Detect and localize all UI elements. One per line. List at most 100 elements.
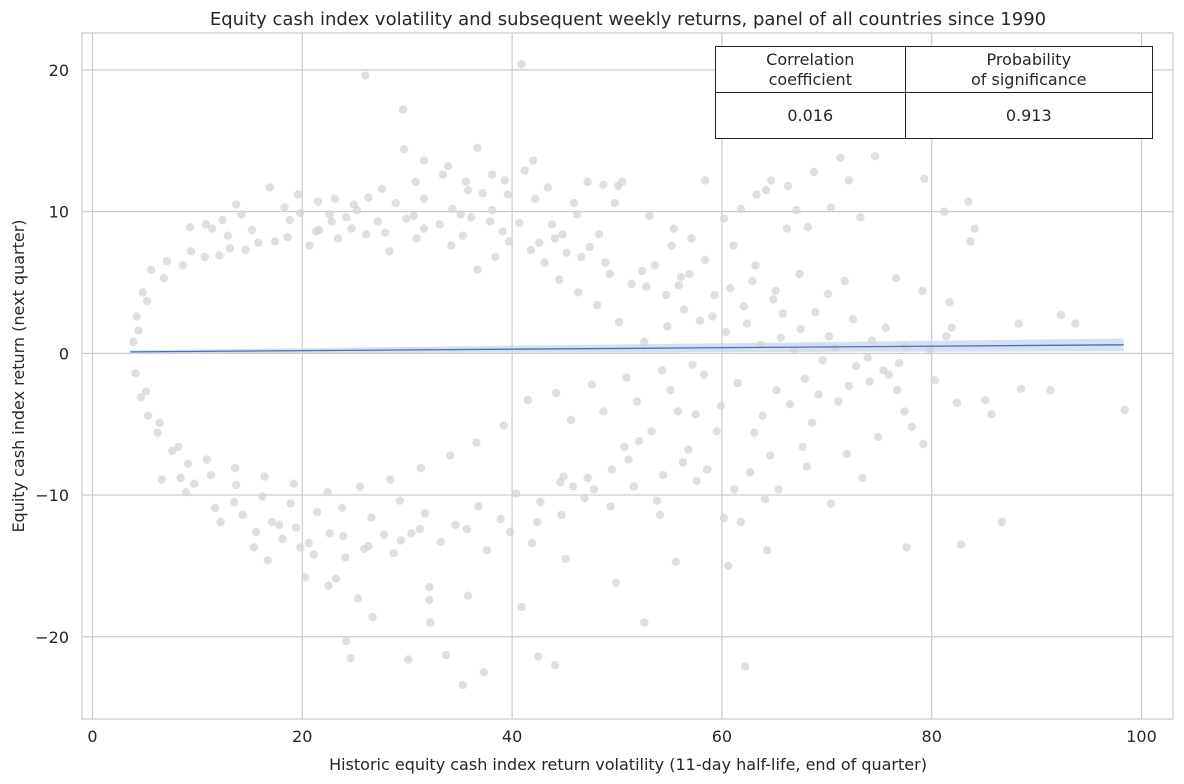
data-point — [353, 594, 363, 603]
data-point — [574, 288, 583, 297]
data-point — [831, 343, 840, 352]
data-point — [330, 194, 339, 203]
data-point — [416, 463, 425, 473]
data-point — [760, 495, 770, 504]
x-tick-label: 80 — [922, 727, 942, 746]
data-point — [232, 200, 241, 209]
data-point — [178, 261, 187, 270]
data-point — [798, 442, 807, 452]
data-point — [425, 595, 434, 605]
data-point — [945, 298, 954, 307]
data-point — [134, 326, 143, 335]
data-point — [552, 388, 561, 398]
data-point — [826, 203, 836, 212]
data-point — [215, 251, 224, 260]
data-point — [201, 220, 210, 229]
data-point — [733, 378, 742, 388]
data-point — [498, 227, 507, 236]
data-point — [472, 438, 481, 447]
data-point — [867, 336, 877, 345]
data-point — [534, 652, 543, 661]
data-point — [473, 143, 482, 152]
grid-lines — [82, 33, 1173, 719]
data-point — [296, 208, 305, 218]
data-point — [730, 485, 739, 494]
data-point — [874, 432, 883, 442]
data-point — [562, 248, 571, 257]
data-point — [627, 279, 636, 289]
data-point — [176, 473, 185, 483]
data-point — [132, 312, 141, 321]
data-point — [347, 224, 356, 233]
data-point — [662, 291, 671, 300]
data-point — [517, 602, 526, 612]
data-point — [291, 523, 301, 532]
data-point — [381, 228, 390, 237]
data-point — [520, 166, 529, 175]
data-point — [761, 186, 771, 195]
data-point — [752, 190, 761, 199]
data-point — [803, 223, 813, 232]
data-point — [624, 455, 633, 464]
data-point — [766, 451, 775, 460]
data-point — [800, 374, 809, 383]
data-point — [740, 662, 750, 671]
data-point — [247, 225, 257, 235]
data-point — [463, 591, 473, 600]
data-point — [947, 323, 956, 332]
data-point — [684, 445, 693, 454]
data-point — [964, 197, 973, 206]
data-point — [632, 397, 642, 406]
data-point — [691, 410, 700, 419]
data-point — [237, 210, 246, 219]
data-point — [474, 502, 483, 511]
data-point — [270, 237, 280, 246]
data-point — [1014, 319, 1023, 328]
data-point — [142, 296, 152, 306]
data-point — [473, 265, 482, 274]
data-point — [426, 618, 435, 627]
data-point — [657, 366, 667, 375]
data-point — [285, 215, 294, 225]
data-point — [836, 153, 845, 162]
data-point — [605, 269, 614, 279]
data-point — [482, 546, 492, 555]
data-point — [739, 302, 749, 311]
y-tick-label: −20 — [35, 628, 69, 647]
y-tick-label: 10 — [49, 203, 69, 222]
data-point — [687, 234, 696, 243]
data-point — [367, 513, 376, 522]
data-point — [533, 517, 542, 527]
data-point — [769, 295, 778, 304]
data-point — [441, 651, 451, 660]
data-point — [448, 204, 457, 213]
data-point — [185, 223, 195, 232]
data-point — [286, 499, 295, 508]
x-tick-labels: 0 20 40 60 80 100 — [87, 727, 1156, 746]
data-point — [700, 176, 710, 185]
data-point — [918, 286, 927, 296]
y-axis-label: Equity cash index return (next quarter) — [9, 219, 28, 532]
data-point — [577, 252, 586, 262]
y-tick-labels: −20 −10 0 10 20 — [35, 61, 69, 647]
data-point — [229, 497, 239, 507]
data-point — [385, 247, 394, 256]
data-point — [342, 636, 351, 646]
data-point — [312, 507, 322, 517]
data-point — [840, 276, 849, 286]
data-point — [368, 612, 377, 622]
data-point — [920, 174, 929, 184]
data-point — [153, 428, 162, 437]
data-point — [956, 540, 966, 549]
data-point — [981, 395, 990, 405]
data-point — [313, 197, 323, 206]
data-point — [352, 206, 361, 215]
x-tick-label: 60 — [712, 727, 732, 746]
data-point — [304, 539, 313, 548]
data-point — [512, 489, 521, 498]
data-point — [583, 177, 592, 186]
data-point — [275, 520, 284, 529]
data-point — [373, 217, 382, 226]
data-point — [729, 241, 738, 250]
data-point — [461, 177, 471, 186]
